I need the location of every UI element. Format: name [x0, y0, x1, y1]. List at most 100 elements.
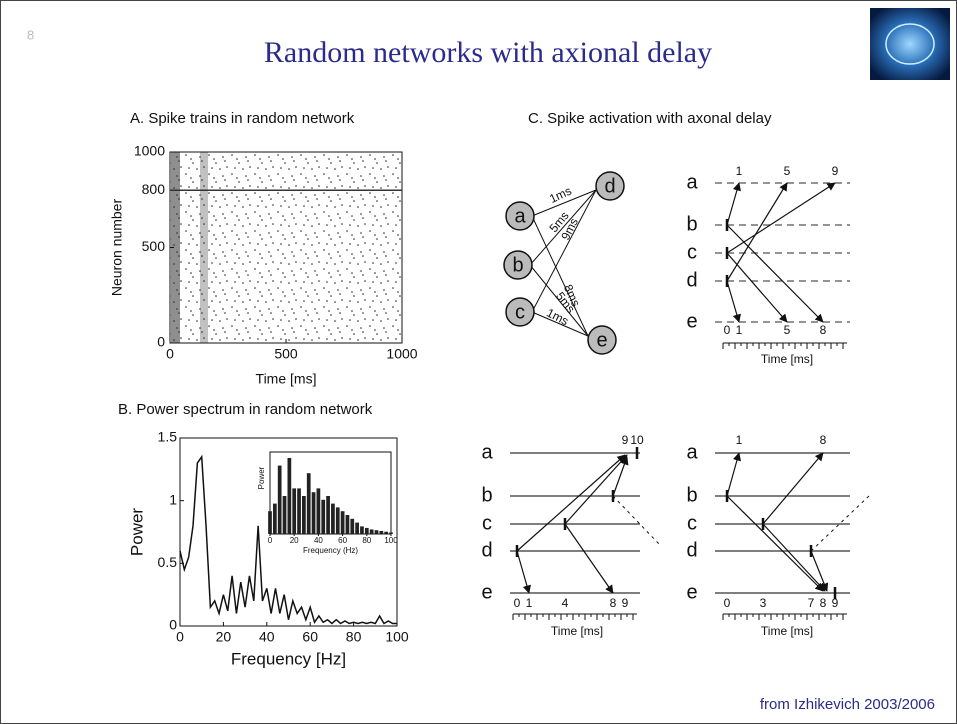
y-axis-label: Neuron number — [109, 199, 125, 297]
x-tick-label: 80 — [346, 629, 362, 645]
x-tick-label: 40 — [314, 536, 323, 545]
x-axis-label: Frequency (Hz) — [303, 546, 358, 555]
row-label: c — [687, 512, 697, 534]
inset-bar — [292, 488, 296, 534]
x-tick-label: 40 — [259, 629, 275, 645]
inset-bar — [355, 523, 359, 534]
spike-time-label: 1 — [736, 433, 743, 447]
panel-title: B. Power spectrum in random network — [118, 401, 373, 418]
arrow — [517, 455, 625, 551]
inset-bar — [268, 511, 272, 534]
y-axis-label: Power — [257, 466, 266, 489]
axis-time-label: 4 — [562, 596, 569, 610]
x-axis-label: Time [ms] — [761, 624, 813, 638]
row-label: c — [687, 241, 697, 263]
arrow — [727, 453, 739, 496]
axis-time-label: 0 — [724, 596, 731, 610]
x-axis-label: Frequency [Hz] — [231, 649, 346, 668]
inset-bar — [375, 530, 379, 534]
y-tick-label: 1000 — [134, 143, 165, 159]
inset-bar — [317, 488, 321, 534]
page: 8 Random networks with axional delay fro… — [0, 0, 957, 724]
footer: from Izhikevich 2003/2006 — [760, 696, 935, 713]
slide-title: Random networks with axional delay — [264, 36, 712, 69]
axis-time-label: 7 — [808, 596, 815, 610]
logo — [870, 8, 950, 80]
arrow — [517, 551, 529, 593]
axis-time-label: 1 — [736, 323, 743, 337]
axis-time-label: 1 — [526, 596, 533, 610]
row-label: d — [481, 539, 492, 561]
arrow — [565, 455, 627, 524]
node-label: b — [512, 254, 523, 276]
node-label: d — [604, 175, 615, 197]
slide-number: 8 — [27, 27, 34, 42]
inset-bar — [312, 492, 316, 534]
inset-bar — [287, 458, 291, 534]
inset-bar — [389, 532, 393, 534]
inset-bar — [346, 515, 350, 534]
x-tick-label: 100 — [385, 629, 409, 645]
x-tick-label: 60 — [302, 629, 318, 645]
x-tick-label: 100 — [384, 536, 398, 545]
y-tick-label: 1.5 — [158, 429, 178, 445]
y-axis-label: Power — [127, 508, 146, 557]
raster-burst — [200, 152, 208, 343]
slide: 8 Random networks with axional delay fro… — [0, 0, 957, 724]
row-label: d — [686, 539, 697, 561]
inset-bar — [336, 507, 340, 534]
y-tick-label: 0.5 — [158, 554, 178, 570]
x-axis-label: Time [ms] — [551, 624, 603, 638]
axis-time-label: 8 — [610, 596, 617, 610]
inset-bar — [273, 504, 277, 534]
y-tick-label: 0 — [157, 334, 165, 350]
inset-bar — [360, 526, 364, 534]
node-label: a — [514, 205, 526, 227]
x-tick-label: 0 — [268, 536, 273, 545]
node-label: e — [596, 329, 607, 351]
panel-title: C. Spike activation with axonal delay — [528, 110, 772, 127]
axis-time-label: 8 — [820, 323, 827, 337]
row-label: b — [686, 213, 697, 235]
edge-label: 1ms — [547, 184, 573, 206]
arrow — [565, 524, 613, 593]
inset-bar — [365, 528, 369, 534]
x-tick-label: 80 — [362, 536, 371, 545]
row-label: b — [481, 484, 492, 506]
row-label: e — [686, 310, 697, 332]
spike-time-label: 8 — [820, 433, 827, 447]
x-tick-label: 0 — [166, 346, 174, 362]
axis-time-label: 9 — [622, 596, 629, 610]
inset-bar — [384, 532, 388, 534]
arrow — [763, 524, 825, 591]
inset-bar — [341, 511, 345, 534]
x-tick-label: 20 — [216, 629, 232, 645]
row-label: d — [686, 269, 697, 291]
inset-bar — [283, 496, 287, 534]
inset-bar — [321, 500, 325, 534]
y-tick-label: 500 — [142, 238, 166, 254]
axis-time-label: 0 — [514, 596, 521, 610]
row-label: a — [686, 441, 698, 463]
row-label: e — [481, 581, 492, 603]
inset-bar — [278, 466, 282, 534]
x-tick-label: 60 — [338, 536, 347, 545]
inset-bar — [379, 531, 383, 534]
row-label: b — [686, 484, 697, 506]
spike-time-label: 9 — [832, 164, 839, 178]
y-tick-label: 0 — [169, 617, 177, 633]
axis-time-label: 9 — [832, 596, 839, 610]
inset-bar — [350, 519, 354, 534]
axis-time-label: 5 — [784, 323, 791, 337]
inset-bar — [370, 529, 374, 534]
row-label: c — [482, 512, 492, 534]
arrow — [763, 453, 823, 524]
row-label: e — [686, 581, 697, 603]
row-label: a — [481, 441, 493, 463]
arrow-continuation — [613, 496, 660, 545]
x-tick-label: 500 — [274, 346, 298, 362]
x-tick-label: 0 — [176, 629, 184, 645]
row-label: a — [686, 171, 698, 193]
node-label: c — [515, 301, 525, 323]
